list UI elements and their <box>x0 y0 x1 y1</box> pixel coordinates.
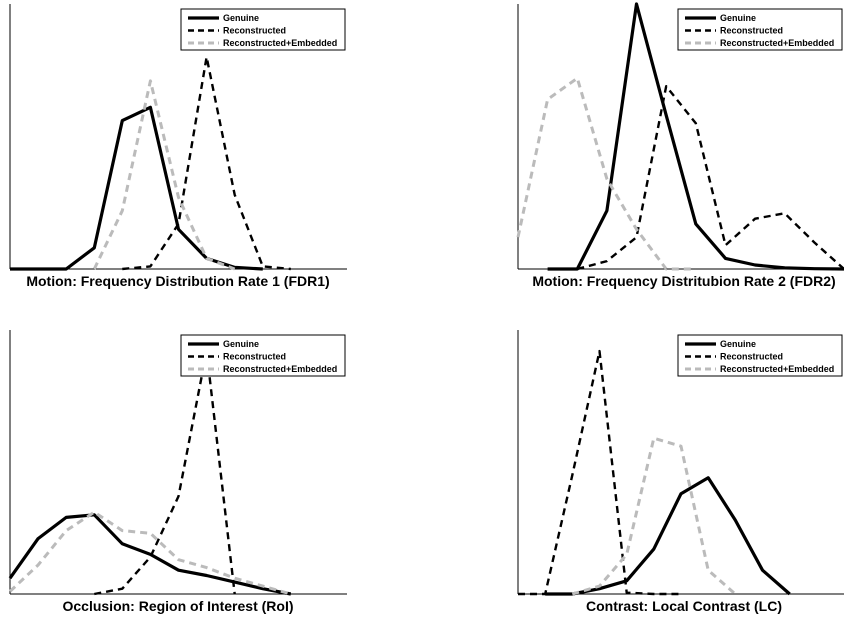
series-line-reconstructed-embedded <box>516 76 696 271</box>
legend-label-genuine: Genuine <box>720 339 756 349</box>
legend-label-reconstructed-embedded: Reconstructed+Embedded <box>720 38 834 48</box>
x-axis-label: Occlusion: Region of Interest (RoI) <box>62 598 293 614</box>
series-line-reconstructed <box>518 349 681 596</box>
series-line-reconstructed <box>94 349 236 596</box>
legend: Genuine Reconstructed Reconstructed+Embedd… <box>677 334 843 377</box>
legend-label-reconstructed-embedded: Reconstructed+Embedded <box>223 38 337 48</box>
series-line-genuine <box>545 476 791 596</box>
chart-panel-1: Motion: Frequency Distribution Rate 1 (F… <box>9 4 347 289</box>
series-line-reconstructed <box>122 55 291 271</box>
series-line-reconstructed-embedded <box>571 436 737 596</box>
legend-label-reconstructed-embedded: Reconstructed+Embedded <box>720 364 834 374</box>
series-line-genuine <box>547 2 844 271</box>
legend: Genuine Reconstructed Reconstructed+Embedd… <box>180 334 346 377</box>
x-axis-label: Motion: Frequency Distribution Rate 1 (F… <box>26 273 329 289</box>
legend: Genuine Reconstructed Reconstructed+Embedd… <box>180 8 346 51</box>
legend-label-reconstructed-embedded: Reconstructed+Embedded <box>223 364 337 374</box>
legend-label-genuine: Genuine <box>223 339 259 349</box>
series-line-reconstructed-embedded <box>92 79 236 271</box>
legend-label-reconstructed: Reconstructed <box>720 26 783 36</box>
legend: Genuine Reconstructed Reconstructed+Embedd… <box>677 8 843 51</box>
chart-panel-2: Motion: Frequency Distritubion Rate 2 (F… <box>516 2 844 289</box>
x-axis-label: Contrast: Local Contrast (LC) <box>586 598 782 614</box>
legend-label-genuine: Genuine <box>223 13 259 23</box>
series-line-reconstructed <box>576 84 844 271</box>
chart-panel-3: Occlusion: Region of Interest (RoI) Genui… <box>8 330 347 614</box>
legend-label-reconstructed: Reconstructed <box>223 352 286 362</box>
series-line-genuine <box>10 105 263 271</box>
chart-panel-4: Contrast: Local Contrast (LC) Genuine Reco… <box>517 330 844 614</box>
legend-label-genuine: Genuine <box>720 13 756 23</box>
x-axis-label: Motion: Frequency Distritubion Rate 2 (F… <box>532 273 835 289</box>
legend-label-reconstructed: Reconstructed <box>223 26 286 36</box>
legend-label-reconstructed: Reconstructed <box>720 352 783 362</box>
